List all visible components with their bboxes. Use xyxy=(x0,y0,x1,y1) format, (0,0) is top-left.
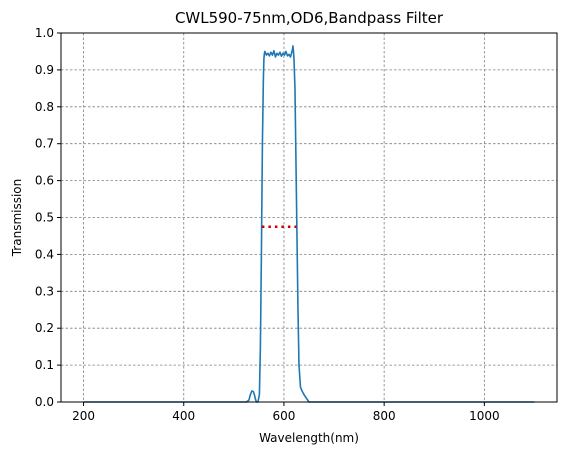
y-tick-label: 0.0 xyxy=(35,395,54,409)
x-tick-label: 600 xyxy=(272,409,295,423)
y-tick-label: 0.7 xyxy=(35,137,54,151)
x-tick-label: 200 xyxy=(72,409,95,423)
y-tick-label: 0.2 xyxy=(35,321,54,335)
axis-layer: 200 400 600 800 1000 0.0 0.1 0.2 0.3 0.4 0.5 0.6 0.7… xyxy=(35,26,500,423)
y-tick-label: 0.1 xyxy=(35,358,54,372)
transmission-curve xyxy=(83,45,535,403)
x-axis-label: Wavelength(nm) xyxy=(259,431,359,445)
y-tick-label: 0.6 xyxy=(35,174,54,188)
y-tick-label: 0.4 xyxy=(35,247,54,261)
y-tick-label: 0.5 xyxy=(35,211,54,225)
y-tick-label: 0.3 xyxy=(35,284,54,298)
x-tick-label: 1000 xyxy=(469,409,500,423)
y-axis-label: Transmission xyxy=(10,179,24,258)
y-tick-label: 0.8 xyxy=(35,100,54,114)
x-tick-label: 800 xyxy=(373,409,396,423)
y-tick-label: 1.0 xyxy=(35,26,54,40)
series-layer xyxy=(83,45,535,403)
y-tick-label: 0.9 xyxy=(35,63,54,77)
chart-title: CWL590-75nm,OD6,Bandpass Filter xyxy=(175,9,444,27)
x-tick-label: 400 xyxy=(172,409,195,423)
